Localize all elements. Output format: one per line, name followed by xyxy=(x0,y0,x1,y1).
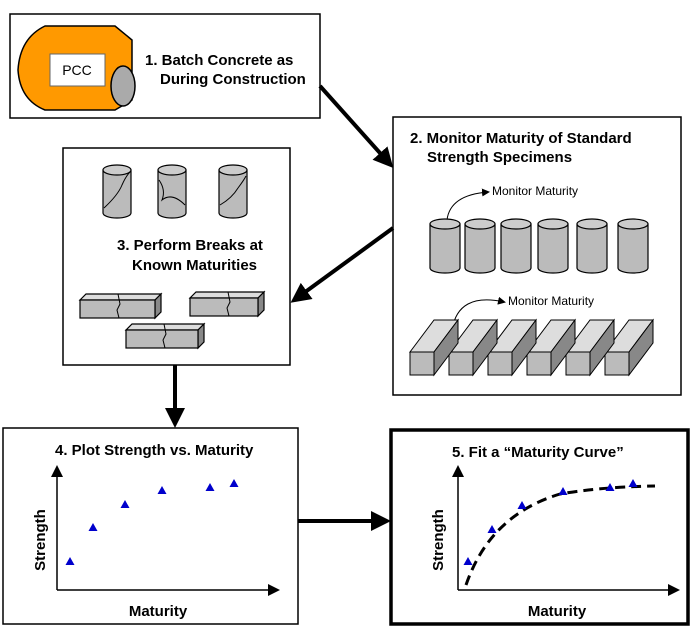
data-point xyxy=(517,501,527,509)
data-point xyxy=(157,486,167,494)
mixer-opening xyxy=(110,65,136,107)
data-point xyxy=(628,479,638,487)
cylinder xyxy=(464,224,496,274)
cylinder-top xyxy=(157,164,187,176)
cylinder-top xyxy=(218,164,248,176)
data-point xyxy=(229,479,239,487)
crack xyxy=(226,291,231,317)
annotation-arrow xyxy=(446,188,490,221)
beam-top xyxy=(188,291,266,299)
cylinder xyxy=(537,224,569,274)
cylinder-top xyxy=(576,218,608,230)
data-point xyxy=(120,500,130,508)
data-point xyxy=(205,483,215,491)
cylinder-top xyxy=(429,218,461,230)
flow-arrow xyxy=(290,226,395,303)
pcc-label-box xyxy=(49,53,106,87)
crack xyxy=(219,175,247,206)
cylinder xyxy=(576,224,608,274)
prism-front xyxy=(604,351,630,376)
step4-title: 4. Plot Strength vs. Maturity xyxy=(55,442,254,459)
cylinder-top xyxy=(537,218,569,230)
flow-arrow xyxy=(318,84,394,168)
step5-box xyxy=(389,428,690,626)
prism-front xyxy=(409,351,435,376)
prism-front xyxy=(565,351,591,376)
data-point xyxy=(605,483,615,491)
beam-front xyxy=(189,297,259,317)
crack xyxy=(158,179,186,206)
prism-front xyxy=(526,351,552,376)
cylinder-top xyxy=(102,164,132,176)
data-point xyxy=(487,525,497,533)
step2-title: 2. Monitor Maturity of Standard xyxy=(410,130,632,147)
step2-title: Strength Specimens xyxy=(427,149,572,166)
y-axis-label: Strength xyxy=(430,509,447,571)
prism-front xyxy=(448,351,474,376)
beam-front xyxy=(125,329,199,349)
prism-front xyxy=(487,351,513,376)
cylinder xyxy=(500,224,532,274)
data-point xyxy=(463,557,473,565)
cylinder xyxy=(429,224,461,274)
annotation: Monitor Maturity xyxy=(492,184,578,198)
data-point xyxy=(88,523,98,531)
x-axis-label: Maturity xyxy=(129,603,188,620)
pcc-label: PCC xyxy=(62,62,92,78)
cylinder-top xyxy=(617,218,649,230)
step3-title: 3. Perform Breaks at xyxy=(117,237,263,254)
x-axis-label: Maturity xyxy=(528,603,587,620)
cylinder-top xyxy=(500,218,532,230)
y-axis-label: Strength xyxy=(32,509,49,571)
crack xyxy=(162,323,167,349)
crack xyxy=(116,293,121,319)
data-point xyxy=(558,487,568,495)
cylinder xyxy=(157,170,187,219)
data-point xyxy=(65,557,75,565)
cylinder-top xyxy=(464,218,496,230)
beam-top xyxy=(78,293,163,301)
step3-title: Known Maturities xyxy=(132,257,257,274)
step5-title: 5. Fit a “Maturity Curve” xyxy=(452,444,624,461)
step1-title: 1. Batch Concrete as xyxy=(145,52,293,69)
step4-box xyxy=(2,427,299,625)
cylinder xyxy=(617,224,649,274)
step1-title: During Construction xyxy=(160,71,306,88)
annotation: Monitor Maturity xyxy=(508,294,594,308)
crack xyxy=(103,171,131,209)
